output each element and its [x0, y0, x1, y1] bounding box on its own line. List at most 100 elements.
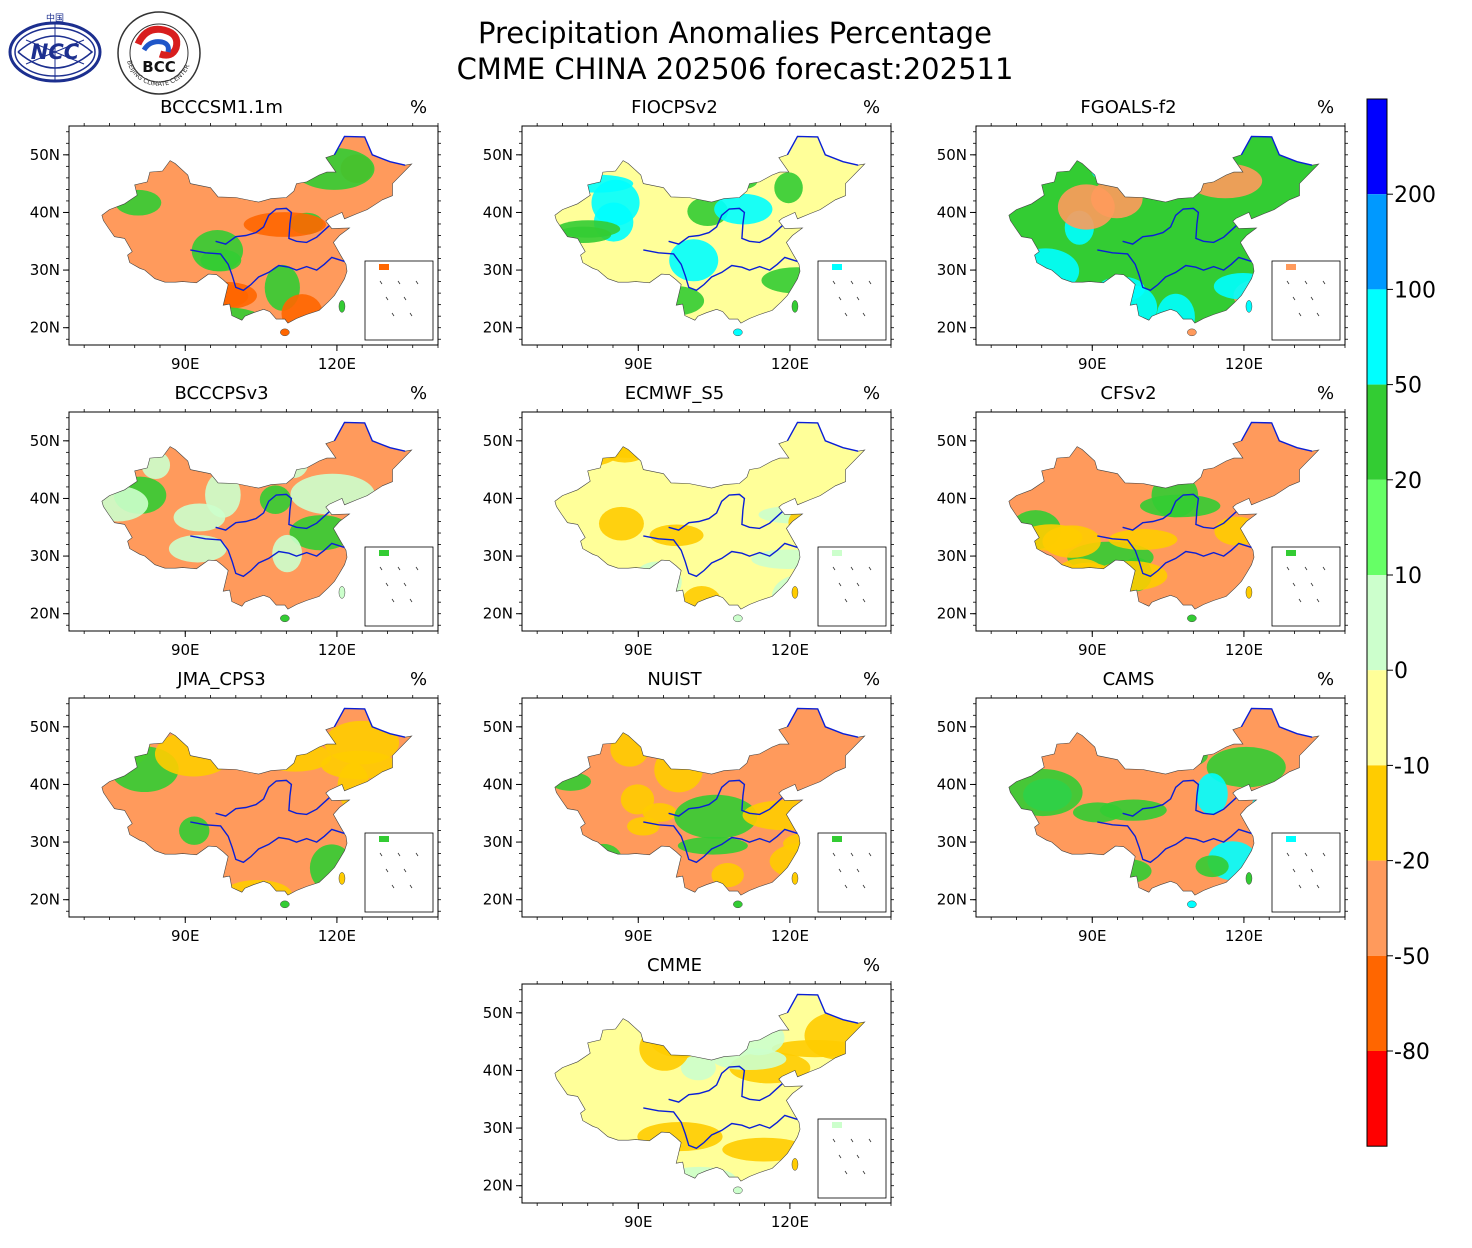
anomaly-region: [632, 561, 682, 603]
colorbar-segment: [1367, 99, 1387, 195]
river-line: [643, 249, 798, 292]
river-line: [333, 135, 406, 166]
anomaly-region: [742, 800, 827, 831]
lat-tick-label: 50N: [937, 432, 967, 450]
figure-title-line2: CMME CHINA 202506 forecast:202511: [456, 52, 1014, 86]
anomaly-region: [168, 534, 227, 563]
lat-tick-label: 30N: [937, 833, 967, 851]
inset-coast: [832, 550, 842, 556]
lat-tick-label: 30N: [937, 261, 967, 279]
lon-tick-label: 120E: [771, 1213, 809, 1231]
inset-island-mark: [862, 884, 866, 889]
inset-island-mark: [379, 852, 383, 857]
inset-island-mark: [844, 312, 848, 317]
lon-tick-label: 90E: [171, 641, 200, 659]
colorbar-segment: [1367, 479, 1387, 575]
anomaly-region: [259, 485, 292, 514]
anomaly-region: [788, 502, 863, 542]
anomaly-region: [1214, 516, 1260, 546]
anomaly-region: [309, 844, 354, 892]
hainan-island: [733, 328, 743, 337]
anomaly-region: [1013, 282, 1087, 305]
river-line: [190, 821, 345, 864]
map-panel: 50N 40N 30N 20N 90E 120E: [937, 409, 1348, 659]
china-border: [554, 708, 866, 896]
inset-island-mark: [862, 1170, 866, 1175]
hainan-island: [1187, 614, 1197, 623]
china-border: [554, 422, 866, 610]
taiwan-island: [791, 872, 799, 885]
colorbar-label: 0: [1394, 659, 1408, 684]
inset-island-mark: [856, 582, 860, 587]
inset-island-mark: [1310, 296, 1314, 301]
anomaly-region: [278, 445, 309, 479]
inset-island-mark: [1310, 582, 1314, 587]
lat-tick-label: 30N: [30, 547, 60, 565]
taiwan-island: [791, 1158, 799, 1171]
lat-tick-label: 50N: [30, 146, 60, 164]
lat-tick-label: 20N: [483, 891, 513, 909]
anomaly-region: [1057, 562, 1119, 602]
anomaly-region: [1051, 558, 1110, 606]
river-line: [643, 1107, 798, 1150]
colorbar-segment: [1367, 1051, 1387, 1147]
china-anomaly-fill: [554, 994, 865, 1182]
south-china-sea-inset: [817, 832, 887, 913]
anomaly-region: [751, 549, 824, 570]
inset-island-mark: [868, 280, 872, 285]
figure-title-line1: Precipitation Anomalies Percentage: [478, 16, 992, 50]
anomaly-region: [232, 743, 273, 767]
river-line: [1122, 207, 1237, 245]
inset-island-mark: [403, 582, 407, 587]
anomaly-region: [591, 179, 640, 226]
river-line: [786, 993, 859, 1024]
inset-coast: [832, 836, 842, 842]
inset-island-mark: [1298, 312, 1302, 317]
lat-tick-label: 30N: [483, 1119, 513, 1137]
anomaly-region: [585, 843, 622, 873]
anomaly-region: [1097, 276, 1145, 302]
anomaly-region: [1196, 773, 1228, 815]
anomaly-region: [101, 604, 151, 610]
inset-coast: [832, 264, 842, 270]
lon-tick-label: 90E: [624, 641, 653, 659]
inset-island-mark: [844, 598, 848, 603]
lat-tick-label: 50N: [483, 146, 513, 164]
inset-island-mark: [397, 566, 401, 571]
anomaly-region: [197, 725, 226, 752]
anomaly-region: [680, 1055, 716, 1081]
lon-tick-label: 120E: [318, 641, 356, 659]
inset-island-mark: [1322, 852, 1326, 857]
lon-tick-label: 120E: [1225, 641, 1263, 659]
panel-title: FIOCPSv2: [631, 97, 718, 118]
inset-island-mark: [415, 280, 419, 285]
anomaly-region: [1011, 248, 1080, 294]
panel-unit: %: [863, 97, 881, 118]
colorbar-label: -50: [1394, 945, 1430, 970]
lon-tick-label: 90E: [171, 927, 200, 945]
anomaly-region: [711, 863, 744, 888]
anomaly-region: [176, 306, 265, 324]
anomaly-region: [115, 189, 162, 216]
river-line: [215, 493, 330, 531]
anomaly-region: [1099, 799, 1167, 821]
inset-island-mark: [385, 296, 389, 301]
anomaly-region: [702, 173, 758, 192]
inset-island-mark: [838, 868, 842, 873]
south-china-sea-inset: [364, 832, 434, 913]
bcc-logo: BCC BEIJING CLIMATE CENTER: [117, 11, 201, 95]
anomaly-region: [662, 1166, 736, 1182]
map-panel: 50N 40N 30N 20N 90E 120E: [483, 123, 894, 373]
lat-tick-label: 30N: [483, 833, 513, 851]
china-border: [101, 136, 413, 324]
lat-tick-label: 20N: [483, 319, 513, 337]
anomaly-region: [1008, 769, 1083, 817]
lat-tick-label: 30N: [30, 261, 60, 279]
inset-island-mark: [1316, 312, 1320, 317]
lat-tick-label: 20N: [30, 319, 60, 337]
inset-coast: [1286, 264, 1296, 270]
lat-tick-label: 20N: [483, 605, 513, 623]
anomaly-region: [1069, 857, 1108, 880]
lat-tick-label: 40N: [30, 775, 60, 793]
